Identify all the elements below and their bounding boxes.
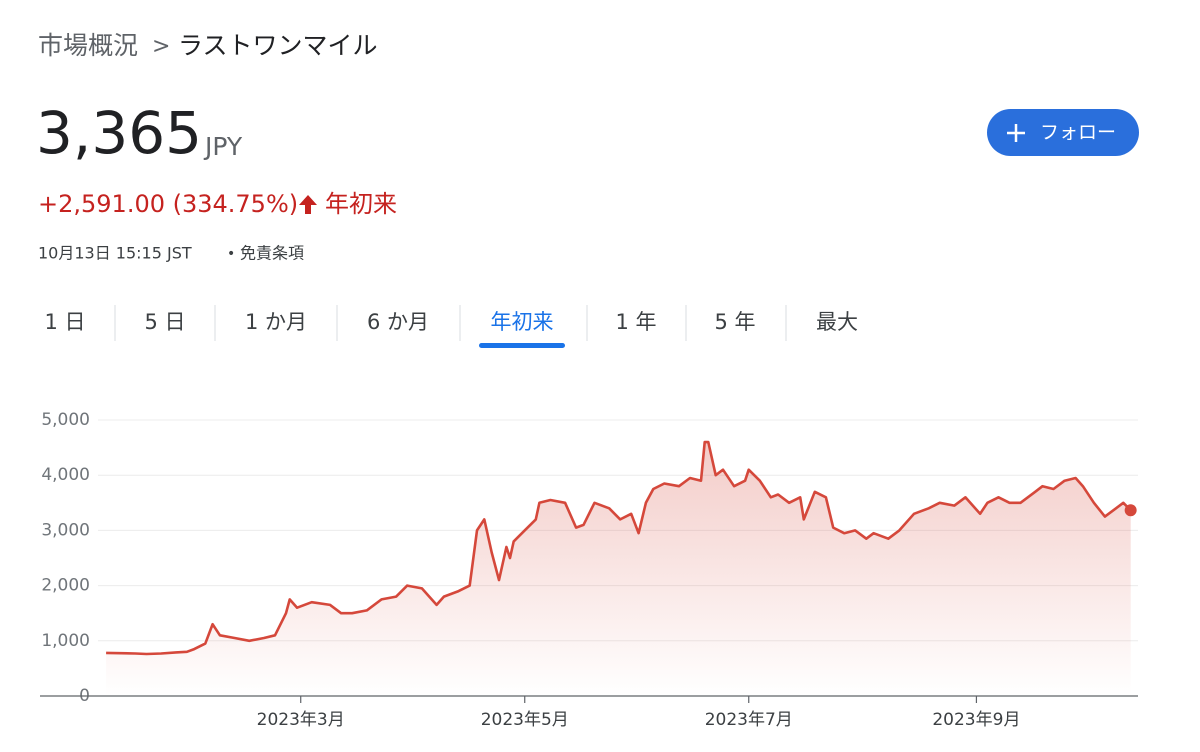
tab-label[interactable]: 1 日 — [44, 310, 85, 334]
x-tick-label: 2023年7月 — [705, 710, 793, 730]
range-tabs: 1 日 5 日 1 か月 6 か月 年初来 1 年 5 年 最大 — [44, 305, 858, 348]
x-tick-label: 2023年3月 — [257, 710, 345, 730]
change-period: 年初来 — [325, 190, 397, 218]
last-price-dot — [1124, 504, 1137, 517]
price-area — [106, 442, 1131, 696]
follow-button[interactable]: フォロー — [987, 109, 1139, 156]
tab-label[interactable]: 6 か月 — [367, 310, 429, 334]
up-arrow — [299, 195, 317, 214]
y-tick-label: 4,000 — [41, 465, 90, 485]
price-line — [106, 440, 1132, 656]
y-tick-label: 2,000 — [41, 576, 90, 596]
x-tick-label: 2023年5月 — [481, 710, 569, 730]
button-label[interactable]: フォロー — [1040, 122, 1116, 144]
tab-label[interactable]: 1 か月 — [245, 310, 307, 334]
active-tab-indicator — [479, 343, 565, 348]
tab-label[interactable]: 5 日 — [144, 310, 185, 334]
y-tick-label: 1,000 — [41, 631, 90, 651]
disclaimer-link[interactable]: 免責条項 — [240, 244, 304, 263]
plus-icon — [1007, 124, 1025, 142]
currency: JPY — [203, 132, 243, 161]
change: +2,591.00 (334.75%) — [38, 190, 298, 218]
tab-label[interactable]: 1 年 — [615, 310, 656, 334]
price: 3,365 — [36, 99, 202, 167]
tab-label[interactable]: 5 年 — [714, 310, 755, 334]
button-bg[interactable] — [987, 109, 1139, 156]
y-tick-label: 3,000 — [41, 520, 90, 540]
y-tick-label: 5,000 — [41, 410, 90, 430]
breadcrumb-parent[interactable]: 市場概況 — [38, 31, 138, 60]
tab-label[interactable]: 最大 — [816, 310, 858, 334]
bullet: • — [227, 246, 235, 262]
breadcrumb-separator: > — [152, 34, 170, 59]
tab-label[interactable]: 年初来 — [491, 310, 554, 334]
breadcrumb-current: ラストワンマイル — [178, 31, 378, 60]
x-tick-label: 2023年9月 — [932, 710, 1020, 730]
timestamp: 10月13日 15:15 JST — [38, 244, 192, 263]
